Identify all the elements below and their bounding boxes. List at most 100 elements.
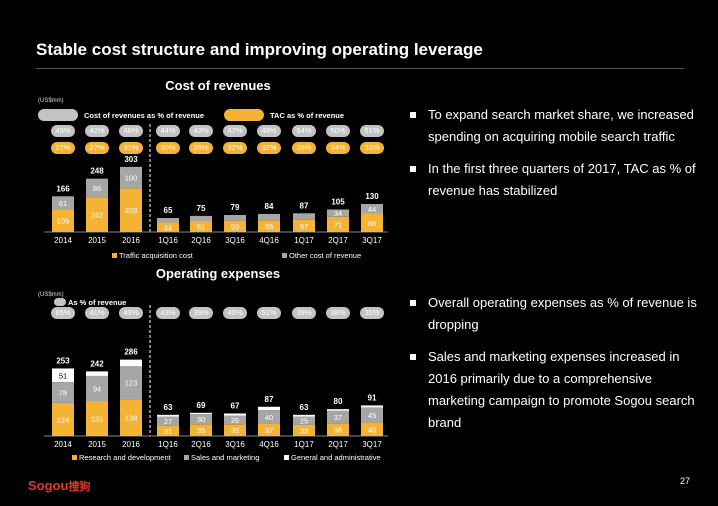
bar-orange xyxy=(86,197,108,232)
ratio-pill: 43% xyxy=(51,125,75,137)
bullets-top: To expand search market share, we increa… xyxy=(410,104,700,212)
x-tick-label: 2Q17 xyxy=(328,236,348,245)
bar-orange xyxy=(258,220,280,232)
data-label: 27 xyxy=(164,417,172,426)
total-label: 242 xyxy=(90,359,104,368)
logo-brand-cn: 搜狗 xyxy=(68,481,91,493)
data-label: 105 xyxy=(57,217,70,226)
legend-label: Traffic acquisition cost xyxy=(119,251,194,260)
data-label: 86 xyxy=(93,184,101,193)
ratio-pill: 44% xyxy=(156,125,180,137)
ratio-pill: 47% xyxy=(223,125,247,137)
data-label: 40 xyxy=(265,413,273,422)
data-label: 35 xyxy=(197,426,205,435)
x-tick-label: 2014 xyxy=(54,440,72,449)
legend-swatch-cost-ratio xyxy=(38,109,78,121)
bar-gray xyxy=(361,407,383,423)
total-label: 166 xyxy=(56,184,70,193)
legend-swatch xyxy=(72,455,77,460)
bar-gray xyxy=(86,178,108,198)
data-label: 37 xyxy=(265,426,273,435)
bar-white xyxy=(224,413,246,416)
bar-gray xyxy=(157,218,179,223)
data-label: 124 xyxy=(57,415,70,424)
ratio-pill: 35% xyxy=(292,142,316,154)
bar-orange xyxy=(327,216,349,232)
legend-swatch xyxy=(284,455,289,460)
total-label: 248 xyxy=(90,167,104,176)
bar-white xyxy=(120,359,142,367)
x-tick-label: 2016 xyxy=(122,236,140,245)
data-label: 44 xyxy=(164,223,172,232)
bar-gray xyxy=(120,166,142,189)
total-label: 80 xyxy=(334,397,343,406)
data-label: 51 xyxy=(59,371,67,380)
bar-white xyxy=(52,368,74,383)
legend-label-opex-ratio: As % of revenue xyxy=(68,298,127,307)
total-label: 75 xyxy=(197,204,206,213)
ratio-pill: 31% xyxy=(119,142,143,154)
ratio-pill: 46% xyxy=(119,125,143,137)
bar-orange xyxy=(361,422,383,436)
total-label: 65 xyxy=(164,206,173,215)
ratio-pill: 32% xyxy=(223,142,247,154)
data-label: 37 xyxy=(334,413,342,422)
bar-gray xyxy=(361,204,383,214)
bar-orange xyxy=(293,219,315,232)
x-tick-label: 1Q17 xyxy=(294,440,314,449)
bullet-text: To expand search market share, we increa… xyxy=(410,104,700,148)
bar-gray xyxy=(224,215,246,221)
bar-white xyxy=(327,409,349,411)
legend-label: Research and development xyxy=(79,453,172,462)
x-tick-label: 2Q17 xyxy=(328,440,348,449)
bar-gray xyxy=(190,215,212,222)
x-tick-label: 3Q17 xyxy=(362,236,382,245)
x-tick-label: 2Q16 xyxy=(191,236,211,245)
data-label: 203 xyxy=(125,206,138,215)
data-label: 61 xyxy=(59,199,67,208)
total-label: 67 xyxy=(231,401,240,410)
ratio-pill: 51% xyxy=(257,307,281,319)
ratio-pill: 32% xyxy=(257,142,281,154)
legend-swatch xyxy=(112,253,117,258)
total-label: 87 xyxy=(300,201,309,210)
legend-label: Other cost of revenue xyxy=(289,251,361,260)
ratio-pill: 65% xyxy=(51,307,75,319)
total-label: 63 xyxy=(300,403,309,412)
bar-white xyxy=(361,405,383,408)
bar-gray xyxy=(327,410,349,424)
legend-swatch xyxy=(282,253,287,258)
x-tick-label: 4Q16 xyxy=(259,440,279,449)
bar-gray xyxy=(258,213,280,221)
data-label: 25 xyxy=(300,417,308,426)
data-label: 71 xyxy=(334,220,342,229)
total-label: 303 xyxy=(124,155,138,164)
bar-gray xyxy=(86,375,108,402)
legend-swatch xyxy=(184,455,189,460)
x-tick-label: 3Q17 xyxy=(362,440,382,449)
ratio-pill: 27% xyxy=(51,142,75,154)
ratio-pill: 30% xyxy=(156,142,180,154)
x-tick-label: 2015 xyxy=(88,440,106,449)
bar-gray xyxy=(293,213,315,220)
bar-orange xyxy=(120,399,142,436)
total-label: 253 xyxy=(56,356,70,365)
data-label: 55 xyxy=(265,222,273,231)
total-label: 84 xyxy=(265,202,274,211)
data-label: 30 xyxy=(197,415,205,424)
total-label: 130 xyxy=(365,192,379,201)
data-label: 53 xyxy=(231,222,239,231)
data-label: 34 xyxy=(334,209,342,218)
bar-orange xyxy=(157,425,179,436)
bar-gray xyxy=(190,414,212,425)
x-tick-label: 3Q16 xyxy=(225,440,245,449)
ratio-pill: 43% xyxy=(156,307,180,319)
legend-label-cost-ratio: Cost of revenues as % of revenue xyxy=(84,111,205,120)
bar-gray xyxy=(120,366,142,400)
bar-gray xyxy=(327,209,349,217)
ratio-pill: 49% xyxy=(257,125,281,137)
data-label: 138 xyxy=(125,414,138,423)
operating-expenses-unit: (US$mm) xyxy=(38,292,64,298)
bar-gray xyxy=(52,382,74,403)
bar-orange xyxy=(361,213,383,232)
